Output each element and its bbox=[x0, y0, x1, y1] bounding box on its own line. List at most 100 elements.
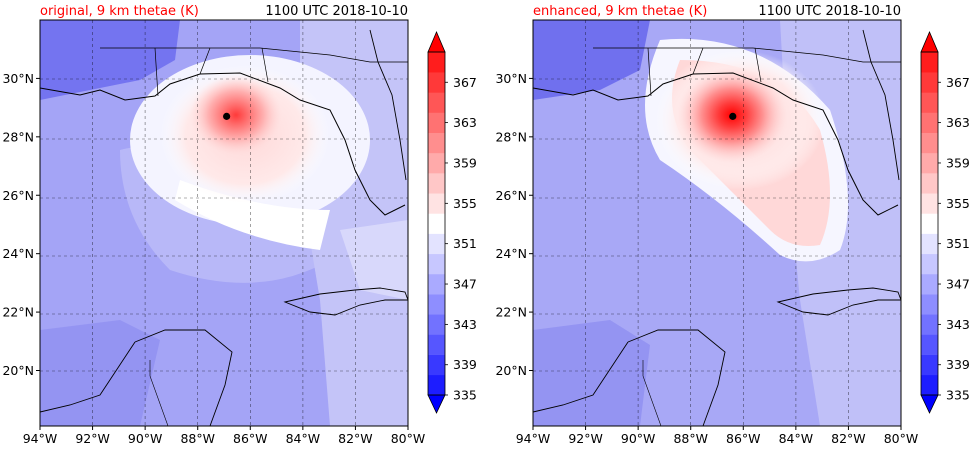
colorbar-tick-label: 343 bbox=[453, 317, 477, 332]
colorbar-segment bbox=[428, 294, 445, 315]
x-tick-label: 90°W bbox=[128, 431, 163, 446]
colorbar-segment bbox=[428, 314, 445, 335]
panel-original: original, 9 km thetae (K) 1100 UTC 2018-… bbox=[2, 4, 476, 446]
colorbar-tick-label: 355 bbox=[453, 196, 477, 211]
x-tick-label: 86°W bbox=[233, 431, 268, 446]
colorbar-extend-min bbox=[920, 394, 939, 414]
colorbar-tick-label: 363 bbox=[946, 115, 970, 130]
y-tick-label: 28°N bbox=[2, 129, 34, 144]
colorbar-segment bbox=[921, 112, 938, 134]
colorbar-segment bbox=[428, 253, 445, 275]
y-tick-label: 30°N bbox=[2, 71, 34, 86]
colorbar-tick-label: 363 bbox=[453, 115, 477, 130]
colorbar-tick-label: 347 bbox=[453, 277, 477, 292]
panel-title-original: original, 9 km thetae (K) bbox=[40, 4, 199, 19]
colorbar-tick-label: 335 bbox=[453, 388, 477, 403]
colorbar-segment bbox=[921, 233, 938, 255]
y-tick-label: 22°N bbox=[495, 305, 527, 320]
colorbar-segment bbox=[921, 314, 938, 335]
gridlines bbox=[40, 20, 408, 426]
colorbar-segment bbox=[428, 173, 445, 194]
y-tick-label: 20°N bbox=[495, 363, 527, 378]
x-tick-label: 82°W bbox=[831, 431, 866, 446]
colorbar-segment bbox=[921, 92, 938, 113]
colorbar-tick-label: 347 bbox=[946, 277, 970, 292]
colorbar-segment bbox=[428, 152, 445, 174]
colorbar-segment bbox=[921, 193, 938, 214]
colorbar-segment bbox=[428, 273, 445, 295]
colorbar-segment bbox=[428, 112, 445, 134]
colorbar-segment bbox=[428, 354, 445, 376]
colorbar-segment bbox=[921, 72, 938, 93]
y-tick-label: 30°N bbox=[495, 71, 527, 86]
colorbar-extend-max bbox=[427, 30, 446, 53]
x-tick-label: 94°W bbox=[23, 431, 58, 446]
colorbar-tick-label: 367 bbox=[946, 75, 970, 90]
colorbar-tick-label: 367 bbox=[453, 75, 477, 90]
colorbar-segment bbox=[921, 374, 938, 396]
colorbar-segment bbox=[921, 132, 938, 154]
map-field-original bbox=[40, 20, 408, 426]
colorbar-tick-label: 351 bbox=[453, 236, 477, 251]
colorbar-segment bbox=[428, 72, 445, 93]
y-tick-label: 20°N bbox=[2, 363, 34, 378]
colorbar-tick-label: 359 bbox=[453, 155, 477, 170]
colorbar-segment bbox=[921, 52, 938, 73]
map-frame bbox=[532, 19, 902, 427]
storm-center-marker bbox=[223, 112, 231, 120]
colorbar-segment bbox=[428, 132, 445, 154]
colorbar-segment bbox=[921, 213, 938, 234]
colorbar-segment bbox=[921, 253, 938, 275]
colorbar-segment bbox=[921, 354, 938, 376]
x-tick-label: 84°W bbox=[286, 431, 321, 446]
x-tick-label: 80°W bbox=[884, 431, 919, 446]
x-tick-label: 92°W bbox=[568, 431, 603, 446]
colorbar-extend-max bbox=[920, 30, 939, 53]
x-tick-label: 82°W bbox=[338, 431, 373, 446]
colorbar-frame bbox=[427, 51, 446, 396]
y-tick-label: 28°N bbox=[495, 129, 527, 144]
coastline bbox=[533, 72, 899, 216]
colorbar-frame bbox=[920, 51, 939, 396]
colorbar-segment bbox=[428, 52, 445, 73]
gridlines bbox=[533, 20, 901, 426]
colorbar-segment bbox=[428, 233, 445, 255]
colorbar-extend-min bbox=[427, 394, 446, 414]
y-tick-label: 24°N bbox=[495, 246, 527, 261]
coastline bbox=[40, 72, 406, 216]
colorbar-segment bbox=[428, 374, 445, 396]
colorbar-tick-label: 351 bbox=[946, 236, 970, 251]
colorbar-segment bbox=[921, 273, 938, 295]
map-frame bbox=[39, 19, 409, 427]
x-tick-label: 88°W bbox=[673, 431, 708, 446]
colorbar-segment bbox=[428, 334, 445, 355]
colorbar-tick-label: 339 bbox=[946, 357, 970, 372]
colorbar-tick-label: 339 bbox=[453, 357, 477, 372]
colorbar-segment bbox=[921, 334, 938, 355]
colorbar-tick-label: 335 bbox=[946, 388, 970, 403]
y-tick-label: 26°N bbox=[495, 188, 527, 203]
colorbar-segment bbox=[921, 173, 938, 194]
colorbar-segment bbox=[428, 213, 445, 234]
colorbar-segment bbox=[428, 193, 445, 214]
colorbar-segment bbox=[428, 92, 445, 113]
panel-enhanced: enhanced, 9 km thetae (K) 1100 UTC 2018-… bbox=[495, 4, 969, 446]
y-tick-label: 22°N bbox=[2, 305, 34, 320]
colorbar-tick-label: 359 bbox=[946, 155, 970, 170]
x-tick-label: 86°W bbox=[726, 431, 761, 446]
x-tick-label: 94°W bbox=[516, 431, 551, 446]
x-tick-label: 80°W bbox=[391, 431, 426, 446]
x-tick-label: 92°W bbox=[75, 431, 110, 446]
y-tick-label: 24°N bbox=[2, 246, 34, 261]
x-tick-label: 88°W bbox=[180, 431, 215, 446]
panel-time-original: 1100 UTC 2018-10-10 bbox=[265, 4, 408, 19]
storm-center-marker bbox=[729, 112, 737, 120]
colorbar-tick-label: 355 bbox=[946, 196, 970, 211]
x-tick-label: 84°W bbox=[779, 431, 814, 446]
y-tick-label: 26°N bbox=[2, 188, 34, 203]
map-field-enhanced bbox=[533, 20, 901, 426]
colorbar-segment bbox=[921, 294, 938, 315]
panel-title-enhanced: enhanced, 9 km thetae (K) bbox=[533, 4, 707, 19]
x-tick-label: 90°W bbox=[621, 431, 656, 446]
